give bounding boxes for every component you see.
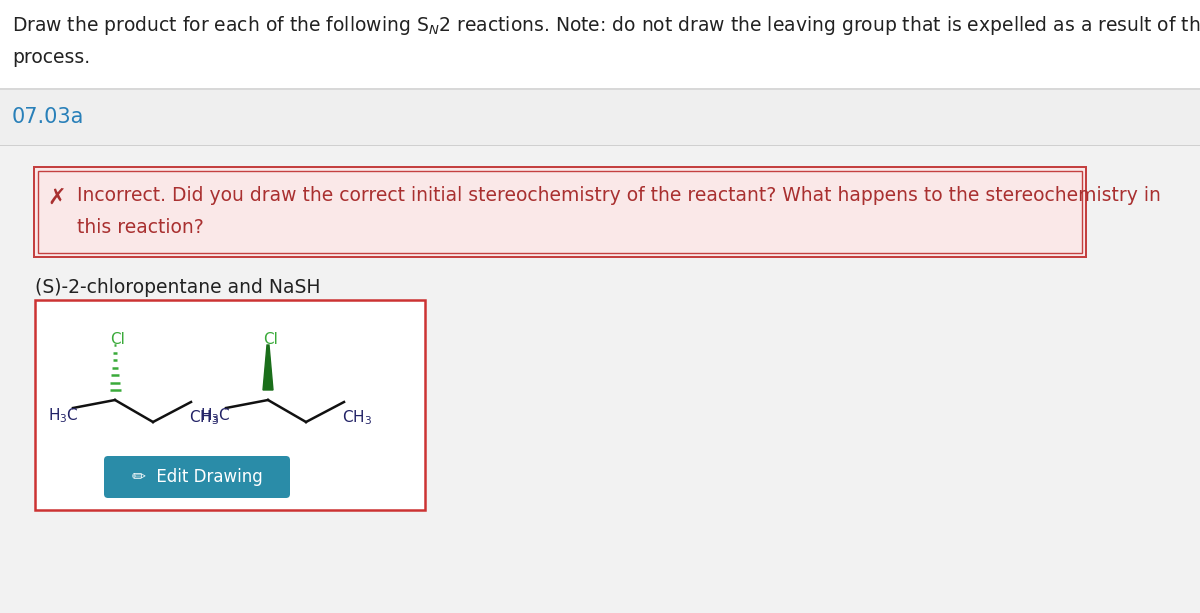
Text: Cl: Cl	[264, 332, 278, 347]
Text: (S)-2-chloropentane and NaSH: (S)-2-chloropentane and NaSH	[35, 278, 320, 297]
Bar	[35, 300, 425, 510]
Polygon shape	[263, 345, 274, 390]
Text: CH$_3$: CH$_3$	[342, 408, 372, 427]
Bar	[0, 90, 1200, 145]
Text: Incorrect. Did you draw the correct initial stereochemistry of the reactant? Wha: Incorrect. Did you draw the correct init…	[77, 186, 1160, 205]
Bar	[0, 88, 1200, 90]
Bar	[0, 0, 1200, 88]
Text: this reaction?: this reaction?	[77, 218, 204, 237]
Text: CH$_3$: CH$_3$	[190, 408, 220, 427]
Bar	[0, 146, 1200, 613]
Text: ✏  Edit Drawing: ✏ Edit Drawing	[132, 468, 263, 486]
FancyBboxPatch shape	[104, 456, 290, 498]
Text: 07.03a: 07.03a	[12, 107, 84, 127]
Text: Draw the product for each of the following S$_N$2 reactions. Note: do not draw t: Draw the product for each of the followi…	[12, 14, 1200, 37]
Text: process.: process.	[12, 48, 90, 67]
Bar	[34, 166, 1087, 258]
Text: ✗: ✗	[48, 188, 66, 208]
Bar	[35, 168, 1085, 256]
Bar	[38, 171, 1082, 253]
Bar	[0, 145, 1200, 146]
Text: H$_3$C: H$_3$C	[200, 406, 230, 425]
Text: H$_3$C: H$_3$C	[48, 406, 79, 425]
Text: Cl: Cl	[110, 332, 126, 347]
